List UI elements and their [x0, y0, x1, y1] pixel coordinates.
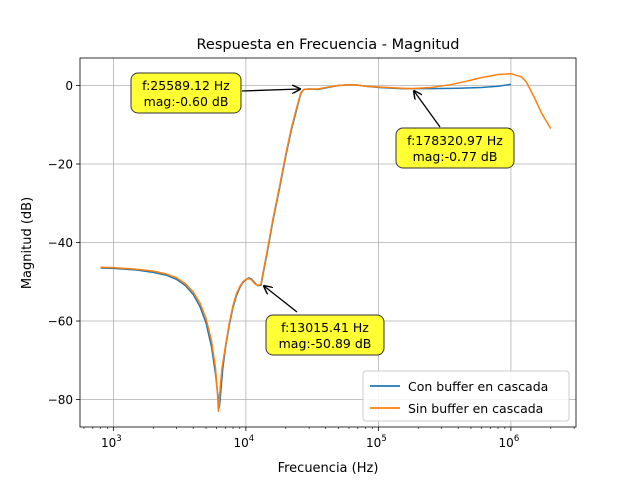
- y-axis-ticks: 0 −20 −40 −60 −80: [48, 79, 80, 407]
- y-tick-label: 0: [65, 79, 73, 93]
- annotation-frequency: f:13015.41 Hz: [281, 320, 369, 335]
- legend-label-1: Con buffer en cascada: [408, 379, 548, 394]
- legend-box: [362, 370, 570, 422]
- annotation-arrow: [414, 91, 441, 128]
- x-tick-label: 103: [101, 434, 122, 450]
- chart-title: Respuesta en Frecuencia - Magnitud: [196, 37, 459, 53]
- y-axis-label: Magnitud (dB): [20, 197, 35, 289]
- annotation-box: [130, 72, 242, 114]
- annotation-arrow: [241, 89, 300, 91]
- y-tick-label: −60: [48, 315, 73, 329]
- annotation-box: [395, 127, 515, 169]
- annotation-arrow: [264, 286, 298, 313]
- y-tick-label: −20: [48, 157, 73, 171]
- annotation-magnitude: mag:-0.60 dB: [144, 94, 229, 109]
- legend: Con buffer en cascada Sin buffer en casca…: [362, 370, 570, 422]
- x-axis-label: Frecuencia (Hz): [278, 461, 379, 476]
- annotation-magnitude: mag:-50.89 dB: [279, 336, 372, 351]
- annotation-magnitude: mag:-0.77 dB: [413, 149, 498, 164]
- x-axis-ticks: 103 104 105 106: [83, 427, 575, 450]
- y-tick-label: −80: [48, 393, 73, 407]
- y-tick-label: −40: [48, 236, 73, 250]
- x-tick-label: 104: [234, 434, 255, 450]
- legend-label-2: Sin buffer en cascada: [408, 401, 543, 416]
- annotation-frequency: f:25589.12 Hz: [142, 78, 230, 93]
- x-tick-label: 106: [499, 434, 520, 450]
- series-lines: [100, 72, 552, 413]
- x-tick-label: 105: [366, 434, 387, 450]
- annotation-box: [265, 314, 385, 356]
- annotation-frequency: f:178320.97 Hz: [407, 133, 503, 148]
- series-line-2: [100, 72, 552, 413]
